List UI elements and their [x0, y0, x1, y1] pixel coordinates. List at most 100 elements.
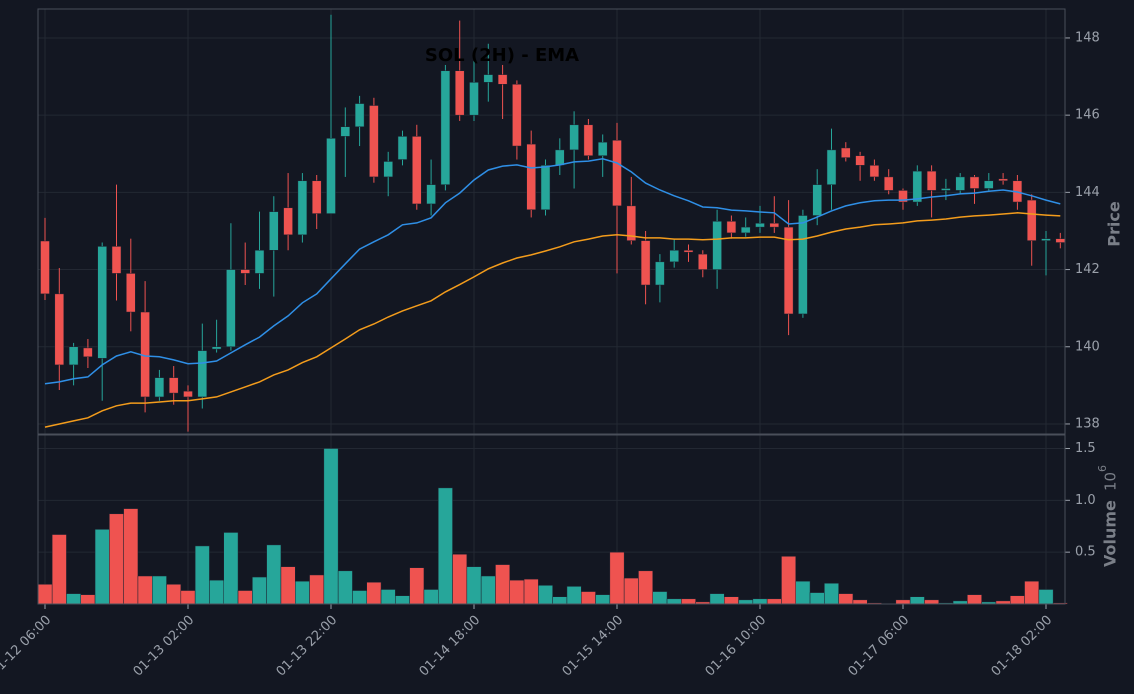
volume-bar: [37, 584, 53, 605]
volume-bar: [638, 570, 654, 605]
y-tick-label: 142: [1075, 262, 1100, 277]
y-tick-label: 140: [1075, 339, 1100, 354]
candle-body: [1026, 199, 1037, 241]
volume-bar: [967, 594, 982, 605]
volume-bar: [395, 595, 410, 605]
candle-body: [883, 176, 894, 191]
volume-bar: [523, 578, 539, 605]
candle-body: [597, 141, 608, 156]
candle-body: [54, 293, 65, 366]
candle-body: [40, 240, 50, 295]
volume-bar: [738, 599, 754, 605]
candle-body: [397, 136, 408, 160]
candle-body: [426, 184, 436, 205]
volume-bar: [80, 594, 96, 605]
candle-body: [626, 205, 637, 241]
volume-bar: [166, 584, 182, 605]
candle-body: [326, 138, 336, 214]
y-tick-label: 148: [1075, 30, 1100, 45]
volume-multiplier-base: 10: [1102, 472, 1120, 491]
candle-body: [998, 178, 1008, 182]
candle-body: [497, 74, 508, 85]
volume-bar: [237, 590, 253, 605]
volume-bar: [1038, 589, 1054, 605]
candle-body: [297, 180, 308, 236]
candle-body: [583, 124, 594, 156]
volume-bar: [752, 598, 768, 605]
volume-tick-label: 1.0: [1075, 493, 1096, 508]
candle-body: [955, 176, 965, 191]
candle-body: [254, 250, 265, 274]
volume-bar: [380, 589, 396, 605]
candle-body: [383, 161, 393, 178]
volume-bar: [595, 594, 611, 605]
candle-body: [454, 70, 465, 116]
volume-bar: [909, 596, 925, 605]
volume-bar: [1010, 595, 1025, 605]
candle-body: [683, 250, 694, 253]
candle-body: [826, 149, 837, 185]
volume-bar: [652, 591, 668, 605]
candle-body: [712, 221, 722, 270]
candle-body: [269, 211, 279, 251]
volume-bar: [824, 583, 839, 605]
volume-bar: [1024, 580, 1040, 605]
candle-body: [755, 222, 765, 228]
volume-panel: [37, 434, 1066, 605]
candle-body: [440, 70, 451, 185]
volume-bar: [409, 567, 425, 605]
volume-bar: [266, 544, 282, 605]
candle-body: [841, 147, 851, 158]
volume-bar: [280, 566, 296, 605]
volume-bar: [137, 575, 153, 605]
candle-body: [540, 165, 551, 210]
candle-body: [68, 346, 79, 366]
candle-body: [240, 269, 250, 274]
volume-axis-label: Volume 10 6: [1096, 465, 1120, 567]
candle-body: [769, 222, 780, 228]
candle-body: [855, 155, 865, 166]
grid: [38, 9, 1070, 609]
candle-body: [1041, 238, 1051, 241]
candle-body: [168, 377, 179, 394]
volume-bar: [838, 593, 854, 605]
volume-tick-label: 0.5: [1075, 545, 1096, 560]
candle-body: [569, 124, 579, 151]
candle-body: [211, 346, 222, 350]
candle-body: [655, 261, 665, 286]
volume-label: Volume: [1101, 500, 1120, 567]
volume-bar: [66, 593, 81, 605]
volume-bar: [566, 586, 582, 605]
volume-bar: [538, 585, 553, 605]
candle-body: [869, 165, 880, 178]
candle-body: [340, 126, 351, 137]
candle-body: [640, 240, 651, 286]
volume-bar: [438, 487, 453, 605]
candle-body: [969, 176, 980, 189]
volume-bar: [852, 599, 868, 605]
volume-bar: [452, 553, 468, 605]
candle-body: [369, 105, 379, 178]
volume-bar: [666, 598, 682, 605]
volume-multiplier-exponent: 6: [1096, 465, 1109, 472]
candle-body: [740, 226, 751, 234]
volume-bar: [180, 590, 196, 605]
volume-bar: [609, 551, 625, 605]
y-tick-label: 144: [1075, 185, 1100, 200]
candle-body: [226, 269, 236, 348]
volume-bar: [152, 575, 167, 605]
volume-bar: [581, 591, 596, 605]
volume-bar: [895, 599, 911, 605]
volume-bar: [809, 592, 825, 605]
candle-body: [783, 226, 794, 315]
ema-line: [44, 212, 1061, 428]
candle-body: [483, 74, 494, 83]
candle-body: [984, 180, 994, 189]
chart-title: SOL (2H) - EMA: [425, 45, 579, 66]
volume-bar: [423, 589, 439, 605]
candle-body: [111, 246, 122, 274]
candle-body: [526, 143, 536, 210]
volume-bar: [337, 570, 353, 605]
candle-body: [283, 207, 293, 236]
